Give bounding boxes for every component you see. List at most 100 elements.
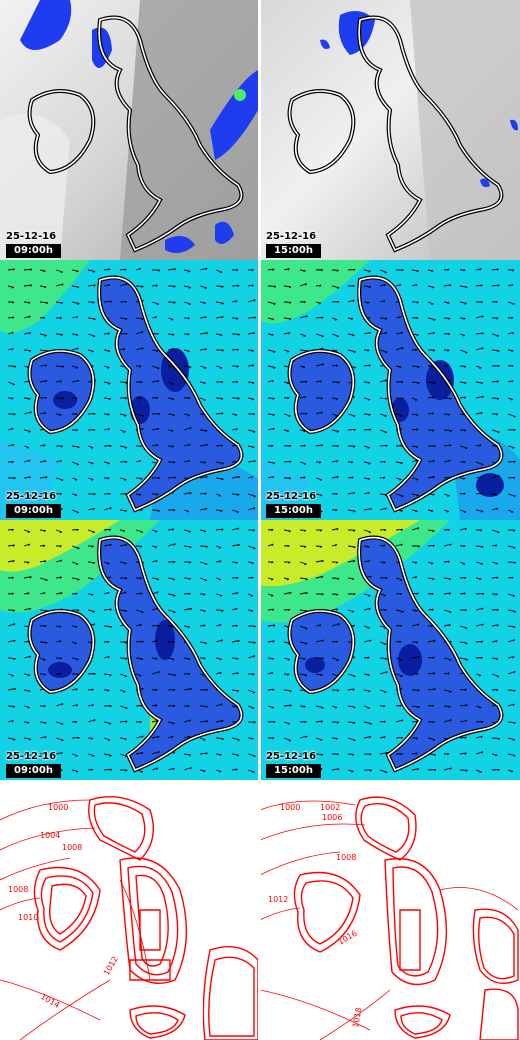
wind-arrow bbox=[87, 704, 94, 707]
wind-arrow-head bbox=[352, 722, 356, 725]
wind-arrow-head bbox=[156, 444, 159, 447]
wind-arrow-head bbox=[139, 460, 142, 463]
wind-arrow-head bbox=[109, 705, 112, 708]
wind-arrow bbox=[507, 593, 516, 597]
wind-arrow bbox=[395, 477, 402, 480]
wind-arrow-head bbox=[513, 671, 516, 674]
wind-arrow bbox=[183, 753, 191, 756]
wind-arrow bbox=[55, 559, 63, 563]
wind-arrow bbox=[23, 705, 30, 708]
wind-arrow-head bbox=[272, 462, 276, 465]
wind-arrow bbox=[315, 720, 323, 723]
wind-arrow bbox=[55, 459, 62, 463]
time-label: 15:00h bbox=[266, 504, 321, 518]
wind-arrow-head bbox=[335, 364, 338, 367]
wind-arrow-head bbox=[465, 769, 468, 772]
wind-arrow bbox=[459, 592, 466, 595]
wind-arrow bbox=[331, 349, 338, 352]
wind-arrow-head bbox=[513, 460, 516, 464]
wind-arrow bbox=[331, 413, 338, 417]
wind-arrow bbox=[151, 545, 158, 548]
isobar-label: 1018 bbox=[351, 1007, 363, 1029]
wind-arrow bbox=[151, 640, 158, 643]
wind-arrow-head bbox=[272, 268, 275, 271]
wind-arrow-head bbox=[497, 431, 500, 434]
wind-arrow bbox=[347, 577, 354, 580]
wind-arrow bbox=[71, 316, 78, 319]
wind-arrow-head bbox=[187, 333, 190, 336]
wind-arrow bbox=[491, 657, 498, 660]
wind-arrow bbox=[299, 381, 308, 383]
wind-arrow-head bbox=[92, 611, 95, 613]
wind-arrow bbox=[23, 397, 31, 400]
wind-arrow-head bbox=[140, 478, 143, 480]
wind-arrow bbox=[87, 753, 95, 757]
wind-arrow bbox=[331, 300, 340, 303]
wind-arrow bbox=[71, 333, 79, 336]
wind-arrow-head bbox=[12, 492, 15, 495]
wind-arrow bbox=[379, 671, 388, 675]
wind-arrow bbox=[379, 544, 386, 547]
wind-arrow-head bbox=[221, 286, 224, 288]
wind-arrow bbox=[411, 623, 420, 627]
wind-arrow-head bbox=[337, 623, 340, 626]
wind-arrow-head bbox=[75, 367, 79, 369]
wind-arrow-head bbox=[27, 706, 30, 709]
wind-arrow bbox=[395, 673, 403, 677]
wind-arrow-head bbox=[187, 705, 190, 708]
wind-arrow-head bbox=[447, 333, 451, 336]
wind-arrow bbox=[231, 768, 238, 771]
wind-arrow-head bbox=[251, 284, 254, 287]
wind-arrow-head bbox=[400, 462, 403, 465]
wind-arrow bbox=[299, 577, 308, 580]
wind-arrow bbox=[23, 332, 31, 335]
wind-arrow-head bbox=[401, 269, 404, 272]
wind-arrow-head bbox=[512, 476, 516, 479]
wind-arrow-head bbox=[495, 413, 499, 416]
wind-arrow-head bbox=[432, 476, 435, 479]
wind-arrow bbox=[247, 507, 256, 511]
wind-arrow bbox=[103, 445, 112, 447]
wind-arrow-head bbox=[369, 753, 372, 756]
wind-arrow bbox=[151, 689, 158, 691]
wind-arrow bbox=[283, 689, 292, 692]
wind-arrow bbox=[103, 268, 111, 271]
wind-arrow bbox=[87, 673, 96, 675]
wind-arrow bbox=[315, 493, 323, 496]
wind-arrow bbox=[411, 656, 420, 659]
wind-arrow bbox=[119, 561, 127, 564]
wind-arrow bbox=[347, 673, 356, 677]
wind-arrow bbox=[427, 459, 435, 463]
wind-arrow bbox=[491, 544, 498, 547]
wind-arrow bbox=[199, 492, 207, 495]
wind-arrow-head bbox=[205, 267, 208, 271]
wind-arrow-head bbox=[141, 428, 144, 431]
wind-arrow-head bbox=[368, 531, 372, 534]
wind-arrow bbox=[283, 704, 292, 707]
wind-arrow bbox=[507, 737, 515, 741]
wind-arrow-head bbox=[219, 560, 222, 563]
wind-arrow bbox=[299, 657, 306, 660]
wind-arrow-head bbox=[74, 642, 77, 645]
wind-arrow bbox=[363, 364, 371, 367]
wind-arrow bbox=[315, 673, 323, 676]
wind-arrow bbox=[23, 529, 31, 533]
wind-arrow bbox=[247, 753, 256, 757]
wind-arrow-head bbox=[75, 397, 78, 400]
wind-arrow bbox=[267, 317, 274, 320]
wind-arrow bbox=[151, 301, 159, 305]
wind-arrow-head bbox=[353, 366, 356, 369]
wind-arrow-head bbox=[287, 350, 290, 353]
wind-arrow bbox=[299, 476, 306, 479]
wind-arrow bbox=[507, 380, 514, 383]
wind-arrow bbox=[23, 607, 32, 611]
wind-arrow-head bbox=[172, 767, 175, 771]
wind-arrow-head bbox=[221, 316, 224, 319]
wind-arrow-head bbox=[433, 688, 436, 691]
wind-arrow-head bbox=[138, 494, 142, 496]
wind-arrow bbox=[199, 624, 206, 627]
wind-arrow-head bbox=[28, 476, 31, 479]
wind-arrow-head bbox=[465, 642, 468, 645]
wind-arrow bbox=[347, 349, 356, 353]
wind-arrows bbox=[267, 527, 517, 774]
